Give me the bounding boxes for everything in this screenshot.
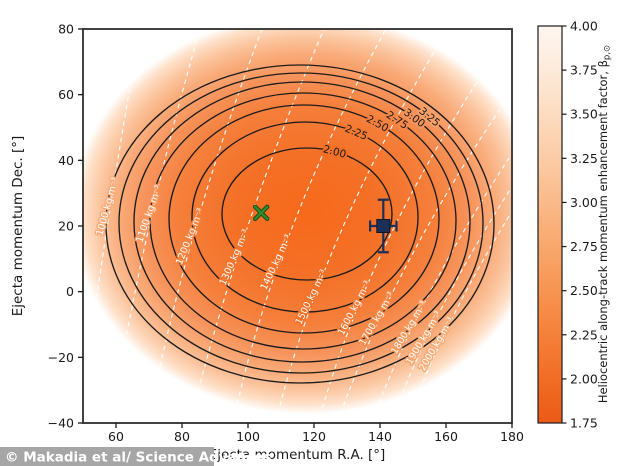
colorbar-tick-label: 3.00 xyxy=(570,195,598,210)
x-axis-label: Ejecta momentum R.A. [°] xyxy=(209,447,386,463)
density-contour-line xyxy=(114,29,201,401)
colorbar-ticks: 4.00 3.75 3.50 3.25 3.00 2.75 2.50 2.25 2.00 1.75 xyxy=(562,19,598,431)
beta-contour-line xyxy=(133,81,471,363)
y-tick-label: −20 xyxy=(48,350,74,365)
beta-contour-line xyxy=(168,104,440,334)
colorbar-tick-label: 2.50 xyxy=(570,283,598,298)
y-tick-label: 0 xyxy=(66,284,74,299)
x-tick-label: 100 xyxy=(236,429,260,444)
x-tick-label: 140 xyxy=(368,429,392,444)
y-tick-label: 60 xyxy=(58,87,74,102)
y-tick-label: 40 xyxy=(58,153,74,168)
y-tick-label: −40 xyxy=(48,416,74,431)
measured-square-marker xyxy=(376,219,391,233)
colorbar-tick-label: 2.75 xyxy=(570,239,598,254)
colorbar-tick-label: 4.00 xyxy=(570,19,598,34)
density-contour-line xyxy=(149,29,263,416)
x-tick-label: 80 xyxy=(174,429,190,444)
watermark-background xyxy=(0,447,214,466)
beta-contour-line xyxy=(149,92,457,350)
colorbar-tick-label: 3.50 xyxy=(570,107,598,122)
green-x-marker xyxy=(254,205,269,221)
x-tick-label: 120 xyxy=(302,429,326,444)
markers xyxy=(253,198,398,254)
density-contour-line xyxy=(84,29,141,381)
colorbar-tick-label: 1.75 xyxy=(570,416,598,431)
density-contour-line xyxy=(370,152,512,423)
beta-contour-line xyxy=(191,121,419,313)
colorbar-gradient xyxy=(537,25,563,424)
density-contour-line xyxy=(275,29,449,423)
beta-contour-line xyxy=(118,72,484,374)
x-tick-label: 160 xyxy=(434,429,458,444)
colorbar-tick-label: 3.25 xyxy=(570,151,598,166)
y-axis-ticks: 80 60 40 20 0 −20 −40 xyxy=(48,22,83,431)
beta-contours xyxy=(105,64,495,384)
colorbar-label-main: Heliocentric along-track momentum enhanc… xyxy=(596,60,610,403)
y-tick-label: 80 xyxy=(58,22,74,37)
colorbar-tick-label: 2.25 xyxy=(570,327,598,342)
colorbar-tick-label: 2.00 xyxy=(570,371,598,386)
enhancement-factor-field xyxy=(83,29,512,423)
watermark: © Makadia et al/ Science Advances xyxy=(0,447,271,466)
colorbar-label: Heliocentric along-track momentum enhanc… xyxy=(596,45,613,403)
beta-contour-line xyxy=(221,147,393,281)
colorbar-tick-label: 3.75 xyxy=(570,63,598,78)
y-axis-label: Ejecta momentum Dec. [°] xyxy=(10,136,26,317)
density-contour-line xyxy=(336,90,512,423)
x-tick-label: 60 xyxy=(108,429,124,444)
beta-contour-line xyxy=(105,64,495,384)
x-axis-ticks: 60 80 100 120 140 160 180 xyxy=(108,423,524,444)
x-tick-label: 180 xyxy=(500,429,524,444)
watermark-text: © Makadia et al/ Science Advances xyxy=(5,450,271,466)
colorbar: 4.00 3.75 3.50 3.25 3.00 2.75 2.50 2.25 2.00 1.75… xyxy=(537,19,613,431)
colorbar-label-subscript: p,⊙ xyxy=(603,45,613,60)
y-tick-label: 20 xyxy=(58,219,74,234)
